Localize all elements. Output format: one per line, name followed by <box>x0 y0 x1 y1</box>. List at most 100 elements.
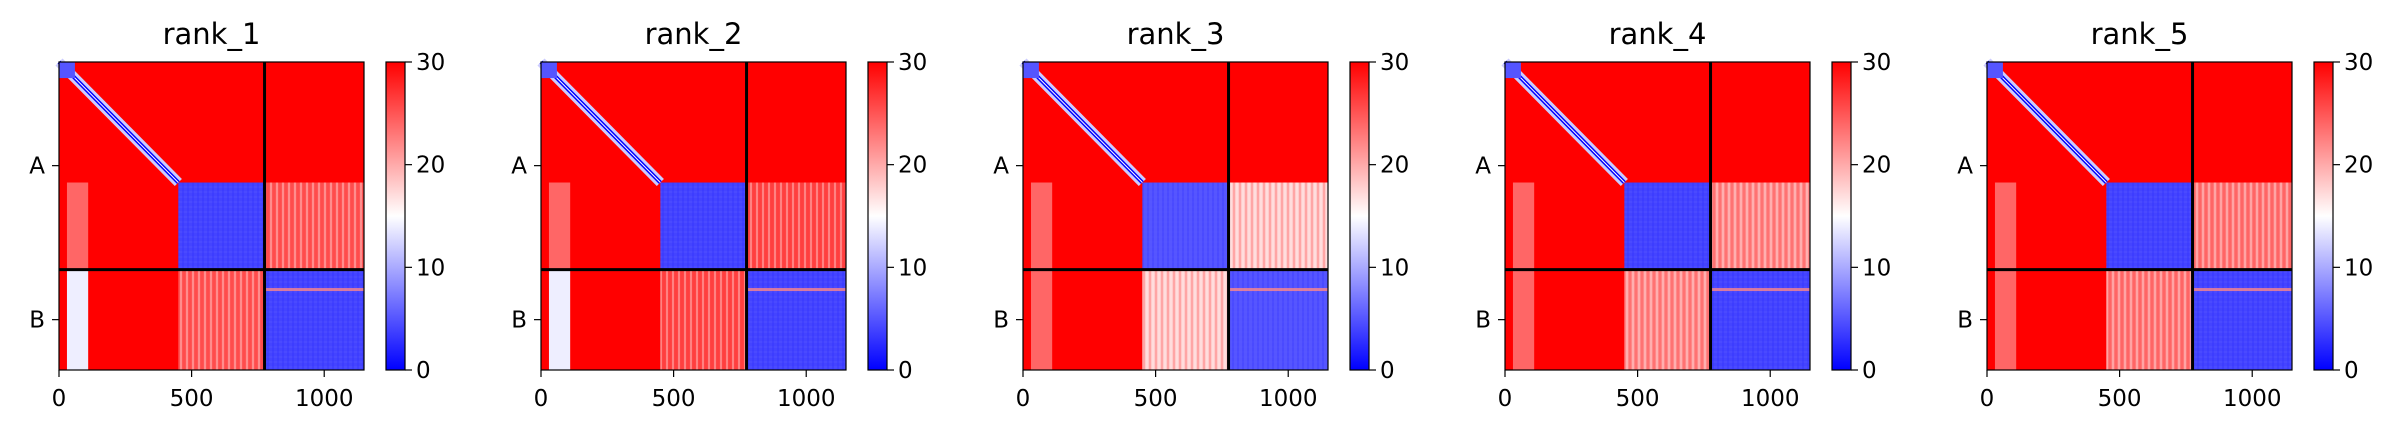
panel-title: rank_5 <box>2091 17 2189 51</box>
colorbar-tick-label: 0 <box>2344 358 2359 384</box>
chain-label: B <box>29 308 45 334</box>
x-tick-label: 500 <box>1134 386 1178 412</box>
diagonal-corner-patch <box>1505 62 1521 79</box>
block-B-vs-A-domain2-texture <box>178 269 265 370</box>
diagonal-corner-patch <box>541 62 557 79</box>
block-A-domain2-texture <box>2106 182 2193 270</box>
block-B-vs-A-nterm <box>66 269 89 370</box>
block-A-domain2-vs-A-nterm <box>1030 182 1053 270</box>
panel-rank_5: rank_5 0 500 1000 A B 0 10 20 30 <box>1957 17 2373 412</box>
panel-rank_1: rank_1 0 500 1000 A B 0 10 20 30 <box>29 17 445 412</box>
colorbar-frame <box>1831 61 1852 371</box>
colorbar <box>2314 62 2333 370</box>
colorbar-frame <box>867 61 888 371</box>
diagonal-corner-patch <box>1987 62 2003 79</box>
x-tick-label: 1000 <box>2223 386 2282 412</box>
colorbar-tick-label: 0 <box>898 358 913 384</box>
plot-frame <box>58 61 365 371</box>
block-B-texture <box>2192 269 2292 370</box>
block-A-domain2-texture <box>1142 182 1229 270</box>
block-B-texture <box>1228 269 1328 370</box>
plot-frame <box>1986 61 2293 371</box>
block-A-domain2-vs-A-nterm <box>66 182 89 270</box>
panel-rank_3: rank_3 0 500 1000 A B 0 10 20 30 <box>993 17 1409 412</box>
block-A-domain2-vs-B-texture <box>1710 182 1810 270</box>
diagonal-band-core <box>540 61 661 183</box>
block-B-vs-A-nterm <box>1994 269 2017 370</box>
x-tick-label: 0 <box>534 386 549 412</box>
colorbar-tick-label: 10 <box>898 255 927 281</box>
diagonal-band-core <box>1022 61 1143 183</box>
chain-label: B <box>1475 308 1491 334</box>
colorbar <box>1832 62 1851 370</box>
x-tick-label: 1000 <box>1741 386 1800 412</box>
block-A-domain2-vs-B-texture <box>746 182 846 270</box>
colorbar-frame <box>385 61 406 371</box>
colorbar-frame <box>2313 61 2334 371</box>
diagonal-band-core <box>58 61 179 183</box>
x-tick-label: 500 <box>170 386 214 412</box>
colorbar-tick-label: 0 <box>1380 358 1395 384</box>
panel-title: rank_1 <box>163 17 261 51</box>
colorbar-tick-label: 0 <box>416 358 431 384</box>
block-B-vs-A-domain2-texture <box>660 269 747 370</box>
block-B-texture <box>1710 269 1810 370</box>
plot-frame <box>1022 61 1329 371</box>
plot-frame <box>1504 61 1811 371</box>
block-B-stripe <box>2192 288 2292 292</box>
colorbar-tick-label: 30 <box>898 50 927 76</box>
colorbar-tick-label: 10 <box>1862 255 1891 281</box>
diagonal-corner-patch <box>59 62 75 79</box>
colorbar-tick-label: 30 <box>416 50 445 76</box>
diagonal-band-core <box>1986 61 2107 183</box>
colorbar-tick-label: 10 <box>2344 255 2373 281</box>
chain-label: B <box>511 308 527 334</box>
block-B-stripe <box>1710 288 1810 292</box>
colorbar <box>386 62 405 370</box>
block-B-vs-A-nterm <box>1030 269 1053 370</box>
block-A-domain2-vs-B-texture <box>1228 182 1328 270</box>
colorbar-tick-label: 30 <box>1380 50 1409 76</box>
block-A-domain2-texture <box>1624 182 1711 270</box>
block-B-vs-A-domain2-texture <box>2106 269 2193 370</box>
block-A-domain2-vs-B-texture <box>264 182 364 270</box>
panel-rank_2: rank_2 0 500 1000 A B 0 10 20 30 <box>511 17 927 412</box>
x-tick-label: 500 <box>1616 386 1660 412</box>
x-tick-label: 0 <box>1498 386 1513 412</box>
diagonal-corner-patch <box>1023 62 1039 79</box>
block-A-domain2-texture <box>660 182 747 270</box>
panel-title: rank_4 <box>1609 17 1707 51</box>
x-tick-label: 0 <box>52 386 67 412</box>
chain-label: B <box>1957 308 1973 334</box>
block-B-vs-A-nterm <box>1512 269 1535 370</box>
chain-label: A <box>511 154 527 180</box>
colorbar-tick-label: 30 <box>2344 50 2373 76</box>
x-tick-label: 1000 <box>295 386 354 412</box>
colorbar-tick-label: 10 <box>1380 255 1409 281</box>
block-B-vs-A-domain2-texture <box>1624 269 1711 370</box>
chain-label: A <box>29 154 45 180</box>
colorbar <box>1350 62 1369 370</box>
colorbar-tick-label: 0 <box>1862 358 1877 384</box>
colorbar-frame <box>1349 61 1370 371</box>
chain-label: A <box>1475 154 1491 180</box>
colorbar <box>868 62 887 370</box>
x-tick-label: 500 <box>652 386 696 412</box>
block-B-texture <box>264 269 364 370</box>
x-tick-label: 0 <box>1980 386 1995 412</box>
block-A-domain2-vs-B-texture <box>2192 182 2292 270</box>
panel-rank_4: rank_4 0 500 1000 A B 0 10 20 30 <box>1475 17 1891 412</box>
colorbar-tick-label: 30 <box>1862 50 1891 76</box>
diagonal-band-core <box>1504 61 1625 183</box>
colorbar-tick-label: 20 <box>416 153 445 179</box>
block-B-stripe <box>264 288 364 292</box>
chain-label: B <box>993 308 1009 334</box>
block-A-domain2-texture <box>178 182 265 270</box>
panel-title: rank_3 <box>1127 17 1225 51</box>
colorbar-tick-label: 20 <box>1862 153 1891 179</box>
colorbar-tick-label: 10 <box>416 255 445 281</box>
x-tick-label: 0 <box>1016 386 1031 412</box>
plot-frame <box>540 61 847 371</box>
block-B-stripe <box>746 288 846 292</box>
